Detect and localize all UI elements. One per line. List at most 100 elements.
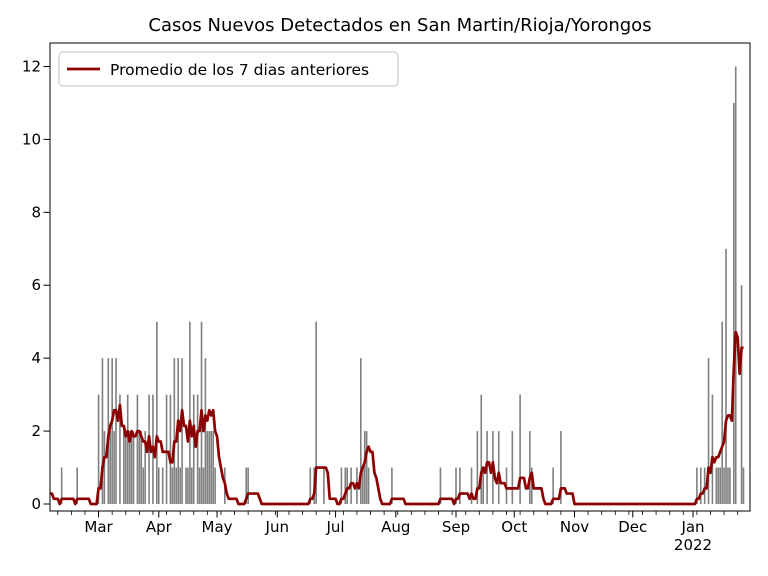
daily-cases-bar xyxy=(719,467,721,504)
daily-cases-bar xyxy=(455,467,457,504)
daily-cases-bar xyxy=(529,431,531,504)
daily-cases-bar xyxy=(365,431,368,504)
x-tick-label: May xyxy=(202,518,233,536)
x-tick-label: Dec xyxy=(618,518,647,536)
daily-cases-bar xyxy=(733,102,735,504)
y-tick-label: 0 xyxy=(31,495,41,513)
y-ticks: 0 2 4 6 8 10 12 xyxy=(22,57,50,513)
daily-cases-bar xyxy=(136,394,139,504)
daily-cases-bar xyxy=(138,431,141,504)
daily-cases-bar xyxy=(179,467,181,504)
daily-cases-bar xyxy=(476,431,479,504)
daily-cases-bar xyxy=(346,467,349,504)
daily-cases-bar xyxy=(729,467,731,504)
x-tick-label: Nov xyxy=(560,518,589,536)
daily-cases-bar xyxy=(725,248,727,504)
daily-cases-bar xyxy=(196,394,199,504)
daily-cases-bar xyxy=(721,321,723,504)
x-tick-label: Jan xyxy=(680,518,704,536)
daily-cases-bar xyxy=(552,467,554,504)
x-axis-year-label: 2022 xyxy=(674,536,712,554)
daily-cases-bar xyxy=(363,431,366,504)
y-tick-label: 2 xyxy=(31,422,41,440)
daily-cases-bar xyxy=(699,467,702,504)
daily-cases-bar xyxy=(144,431,146,504)
daily-cases-bar xyxy=(175,467,178,504)
daily-cases-bar xyxy=(360,358,362,504)
daily-cases-bar xyxy=(189,321,191,504)
daily-cases-bar xyxy=(165,394,168,504)
daily-cases-bar xyxy=(148,394,150,504)
daily-cases-bar xyxy=(560,431,562,504)
daily-cases-bar xyxy=(204,358,207,504)
daily-cases-bar xyxy=(715,467,718,504)
daily-cases-bar xyxy=(245,467,247,504)
daily-cases-bar xyxy=(111,358,113,504)
daily-cases-bar xyxy=(696,467,698,504)
daily-cases-bar xyxy=(511,431,514,504)
daily-cases-bar xyxy=(132,431,135,504)
daily-cases-bar xyxy=(171,467,174,504)
daily-cases-bar xyxy=(214,467,216,504)
daily-cases-bar xyxy=(157,467,160,504)
daily-cases-bar xyxy=(198,467,201,504)
daily-cases-bar xyxy=(497,431,500,504)
daily-cases-bar xyxy=(187,467,189,504)
x-minor-ticks xyxy=(57,511,739,515)
daily-cases-bar xyxy=(740,285,743,504)
daily-cases-bar xyxy=(210,431,213,504)
daily-cases-bar xyxy=(119,394,121,504)
daily-cases-bar xyxy=(97,394,100,504)
axis-frame xyxy=(49,42,751,512)
chart-title: Casos Nuevos Detectados en San Martin/Ri… xyxy=(148,15,651,36)
y-tick-label: 6 xyxy=(31,276,41,294)
x-tick-label: Jun xyxy=(265,518,289,536)
x-tick-label: Apr xyxy=(146,518,173,536)
daily-cases-bar xyxy=(101,358,104,504)
daily-cases-bar xyxy=(482,467,484,504)
daily-cases-bar xyxy=(530,467,533,504)
daily-cases-bar xyxy=(123,431,125,504)
daily-cases-bar xyxy=(161,467,164,504)
daily-cases-bar xyxy=(140,431,143,504)
daily-cases-bar xyxy=(344,467,347,504)
daily-cases-bar xyxy=(208,431,211,504)
daily-cases-bar xyxy=(459,467,461,504)
daily-cases-bar xyxy=(707,358,710,504)
y-tick-label: 4 xyxy=(31,349,41,367)
daily-cases-bar xyxy=(723,467,725,504)
daily-cases-bar xyxy=(128,431,131,504)
daily-cases-bar xyxy=(115,358,117,504)
daily-cases-bar xyxy=(103,431,106,504)
daily-cases-bar xyxy=(124,431,127,504)
daily-cases-bar xyxy=(519,394,521,504)
daily-cases-bar xyxy=(181,358,183,504)
x-tick-label: Sep xyxy=(442,518,470,536)
daily-cases-bar xyxy=(340,467,343,504)
daily-cases-bar xyxy=(142,467,145,504)
legend-box xyxy=(58,51,399,87)
daily-cases-bar xyxy=(113,431,115,504)
daily-cases-bar xyxy=(391,467,393,504)
y-tick-label: 10 xyxy=(22,130,41,148)
x-tick-label: Oct xyxy=(501,518,527,536)
x-tick-label: Jul xyxy=(326,518,345,536)
daily-cases-bar xyxy=(734,66,737,504)
daily-cases-bar xyxy=(315,321,317,504)
daily-cases-bar xyxy=(480,394,483,504)
daily-cases-bar xyxy=(367,467,370,504)
y-tick-label: 8 xyxy=(31,203,41,221)
daily-cases-bar xyxy=(470,467,473,504)
daily-cases-bar xyxy=(60,467,63,504)
daily-cases-bar xyxy=(727,467,729,504)
seven-day-average-line xyxy=(50,330,744,506)
daily-cases-bar xyxy=(206,431,209,504)
y-tick-label: 12 xyxy=(22,57,41,75)
daily-cases-bar xyxy=(711,394,714,504)
x-tick-label: Mar xyxy=(84,518,113,536)
daily-cases-bar xyxy=(742,467,745,504)
daily-cases-bar xyxy=(76,467,78,504)
daily-cases-bar xyxy=(130,431,133,504)
